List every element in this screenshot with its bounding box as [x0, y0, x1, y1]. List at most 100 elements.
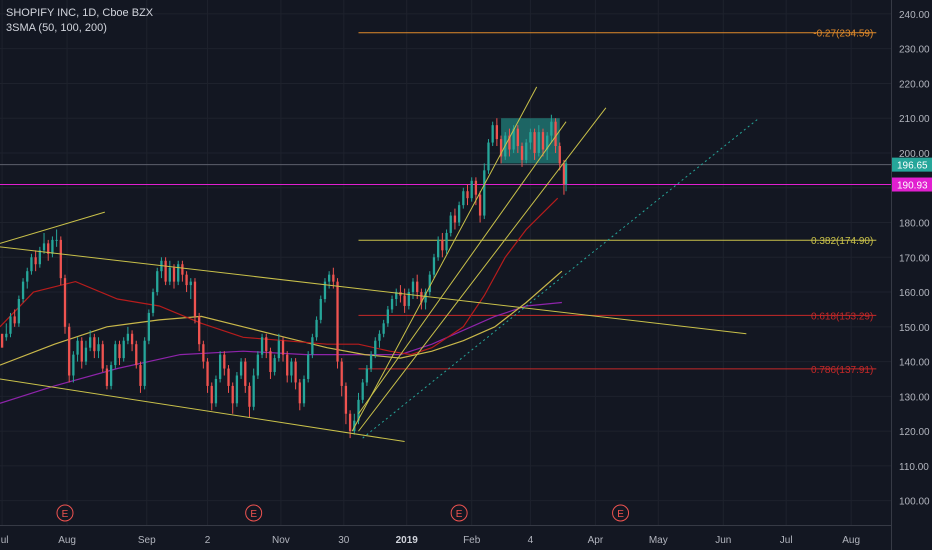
candle-body	[411, 281, 415, 293]
indicator-legend[interactable]: 3SMA (50, 100, 200)	[6, 22, 107, 34]
candle-body	[378, 333, 381, 341]
candle-body	[42, 243, 46, 251]
candle	[432, 253, 436, 279]
candle-body	[210, 385, 213, 404]
candle	[307, 351, 310, 383]
fib-label: 0.382(174.90)	[811, 236, 873, 247]
candle	[386, 305, 390, 327]
candle-body	[181, 264, 184, 275]
candle-body	[30, 257, 33, 272]
horizontal-lines	[0, 164, 891, 186]
candle	[499, 135, 503, 164]
y-tick-label: 240.00	[899, 10, 930, 21]
candle	[533, 128, 536, 160]
symbol-title[interactable]: SHOPIFY INC, 1D, Cboe BZX	[6, 7, 154, 19]
candle-body	[369, 354, 373, 369]
candle	[495, 118, 499, 147]
candle-body	[244, 361, 247, 386]
candle-body	[428, 274, 431, 293]
candle	[244, 358, 247, 393]
fib-label: -0.27(234.59)	[813, 29, 873, 40]
candle-body	[17, 299, 21, 324]
candle	[97, 337, 100, 359]
candle	[562, 159, 566, 195]
candle	[72, 351, 75, 383]
earnings-marker-label: E	[62, 509, 69, 520]
candle-body	[21, 281, 25, 300]
candle-body	[525, 142, 528, 160]
candle	[550, 114, 553, 143]
candle	[265, 333, 268, 359]
candle-body	[564, 163, 568, 185]
price-axis[interactable]: 100.00 110.00 120.00 130.00 140.00 150.00 160.…	[899, 10, 930, 508]
candle-body	[348, 413, 352, 432]
candle-body	[114, 344, 117, 366]
candle-body	[156, 271, 159, 293]
candle	[109, 361, 113, 390]
candle	[172, 264, 176, 289]
candle-body	[529, 132, 532, 143]
candle-body	[164, 260, 167, 282]
candle-body	[147, 312, 151, 341]
candle-body	[227, 368, 230, 386]
candle-body	[5, 333, 8, 338]
candle	[260, 333, 264, 359]
candle-body	[403, 295, 406, 306]
candle	[541, 128, 545, 157]
y-tick-label: 210.00	[899, 114, 930, 125]
candle	[361, 378, 364, 404]
time-axis[interactable]: Jul Aug Sep 2 Nov 30 2019 Feb 4 Apr May Jun Jul Aug	[0, 535, 860, 546]
candle-body	[80, 340, 83, 362]
x-tick-label: Jul	[780, 535, 793, 546]
candle	[449, 212, 452, 237]
candle-body	[483, 170, 486, 216]
y-tick-label: 180.00	[899, 219, 930, 230]
candle	[0, 333, 4, 348]
candle-body	[277, 340, 280, 359]
candle	[516, 125, 519, 153]
candle-body	[126, 333, 130, 341]
x-tick-label: Aug	[842, 535, 860, 546]
earnings-marker-label: E	[456, 509, 463, 520]
sma-lines	[0, 197, 563, 404]
candle-body	[265, 337, 268, 352]
candle	[537, 125, 540, 157]
candle	[403, 288, 406, 313]
candle	[332, 267, 335, 289]
candle-body	[256, 354, 260, 376]
trendline	[0, 246, 747, 335]
candle	[84, 340, 88, 366]
candle	[101, 340, 104, 373]
candle	[68, 323, 71, 383]
y-tick-label: 100.00	[899, 497, 930, 508]
candle	[34, 250, 37, 272]
candle-body	[437, 239, 440, 258]
candle-body	[281, 340, 285, 355]
candle-body	[198, 316, 201, 345]
candle-body	[143, 340, 146, 386]
x-tick-label: 4	[528, 535, 534, 546]
candle	[42, 232, 46, 254]
candle	[105, 365, 109, 390]
candle	[218, 351, 222, 383]
candle-body	[118, 344, 121, 359]
candle-body	[554, 121, 557, 147]
candle-body	[206, 361, 209, 386]
price-label-box	[892, 157, 932, 172]
candle	[55, 229, 58, 247]
candle-body	[109, 365, 113, 386]
candle-body	[512, 128, 515, 150]
candle-body	[189, 281, 192, 286]
candle	[126, 326, 130, 345]
candle-body	[193, 281, 197, 317]
candle-body	[252, 375, 255, 407]
candle-body	[453, 215, 457, 223]
candle	[378, 330, 381, 348]
candle-body	[101, 344, 104, 369]
candle	[407, 288, 410, 310]
candle-body	[122, 340, 125, 359]
candle	[30, 253, 33, 275]
candle-body	[9, 316, 12, 334]
candle-body	[533, 132, 536, 153]
